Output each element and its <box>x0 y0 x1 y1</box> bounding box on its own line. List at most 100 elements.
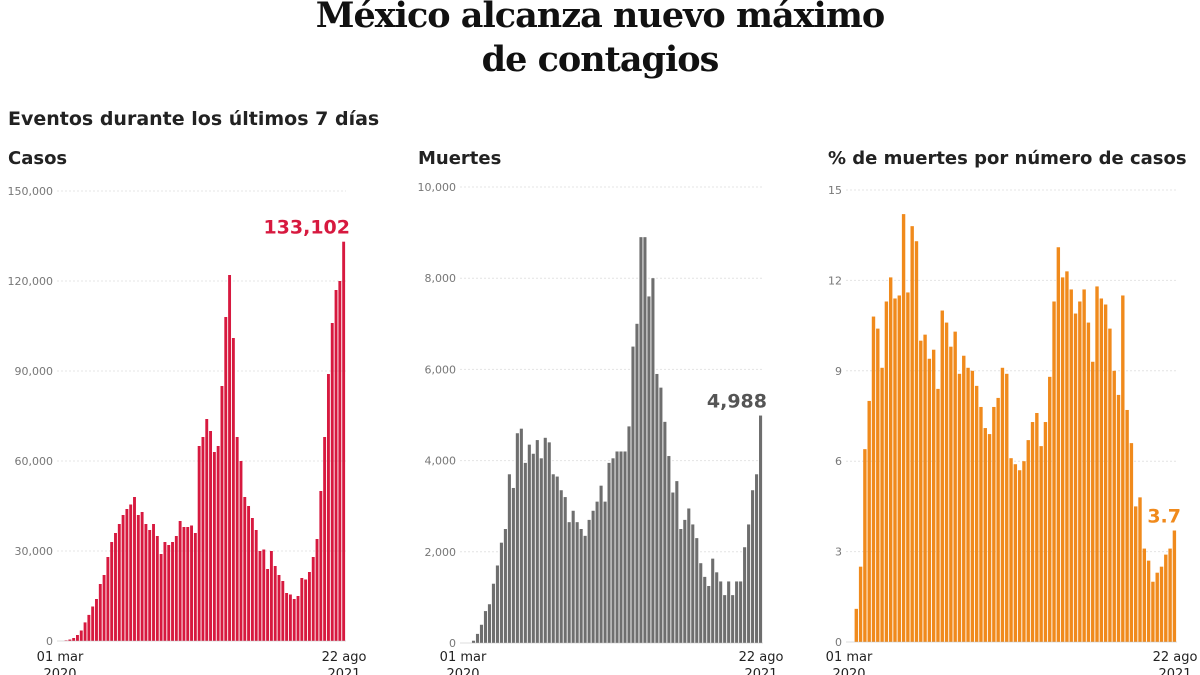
bar <box>953 331 957 642</box>
bar <box>330 323 334 641</box>
bar <box>919 340 923 642</box>
bar <box>619 451 623 643</box>
bar <box>1082 289 1086 642</box>
bar <box>1108 328 1112 642</box>
bar <box>277 575 281 641</box>
bar <box>228 275 232 641</box>
bar <box>858 566 863 642</box>
bar <box>631 346 635 643</box>
bar <box>178 521 182 641</box>
bar <box>715 572 719 643</box>
bar <box>667 456 671 643</box>
bar <box>987 434 992 642</box>
bar <box>1159 566 1164 642</box>
bar <box>1030 422 1035 642</box>
bar <box>220 386 224 641</box>
bar <box>91 606 95 641</box>
bar <box>98 584 102 641</box>
bar <box>1164 554 1168 642</box>
bar <box>1172 530 1177 642</box>
bar <box>266 569 270 641</box>
bar <box>300 578 304 641</box>
bar <box>647 296 651 643</box>
panel-title: Casos <box>8 148 67 169</box>
bar <box>281 581 285 641</box>
bar <box>1134 506 1138 642</box>
bar <box>499 542 503 643</box>
bar <box>117 524 121 641</box>
bar <box>627 426 631 643</box>
bar <box>571 510 575 643</box>
bar <box>511 487 515 643</box>
bar <box>471 640 476 643</box>
bar <box>152 524 155 641</box>
bar <box>910 226 914 642</box>
bar <box>880 367 884 642</box>
bar <box>1112 370 1116 642</box>
bar <box>1142 548 1147 642</box>
bar <box>719 581 723 643</box>
chart-panel-1: Muertes 0 2,000 4,000 6,000 8,000 10,000 4,988 0… <box>418 148 784 675</box>
bar <box>1043 422 1048 642</box>
bar <box>1060 277 1065 642</box>
bar <box>110 542 114 641</box>
bar <box>201 437 205 641</box>
bar <box>731 595 735 643</box>
bar <box>163 542 167 641</box>
last-value-label: 3.7 <box>1147 506 1181 528</box>
bar <box>1099 298 1104 642</box>
y-tick-label: 12 <box>828 274 842 287</box>
bar <box>311 557 315 641</box>
bar <box>1078 301 1082 642</box>
bar <box>342 241 346 641</box>
bar <box>587 519 591 643</box>
bar <box>927 358 932 642</box>
y-tick-label: 60,000 <box>15 455 54 468</box>
title-line-2: de contagios <box>481 39 720 80</box>
x-start-year: 2020 <box>43 667 76 675</box>
bar <box>854 608 858 642</box>
bar <box>487 604 491 643</box>
bar <box>901 214 906 643</box>
y-tick-label: 150,000 <box>8 185 54 198</box>
bar <box>547 442 551 643</box>
bar <box>884 301 889 642</box>
title-line-1: México alcanza nuevo máximo <box>315 0 885 36</box>
bar <box>483 611 488 643</box>
x-end-year: 2021 <box>744 667 777 675</box>
bar <box>479 624 484 643</box>
chart-subtitle: Eventos durante los últimos 7 días <box>8 108 380 130</box>
bar <box>102 575 106 641</box>
bar <box>974 385 979 642</box>
bar <box>607 462 611 643</box>
bar <box>72 638 76 641</box>
bar <box>739 581 743 643</box>
bar <box>334 290 338 641</box>
panel-title: Muertes <box>418 148 501 169</box>
bar <box>507 474 511 643</box>
bar <box>531 453 535 643</box>
bar <box>319 491 323 641</box>
x-start-label: 01 mar <box>826 650 873 665</box>
x-start-year: 2020 <box>446 667 479 675</box>
bar <box>979 406 983 642</box>
bar <box>144 524 148 641</box>
bar <box>315 539 319 641</box>
bar <box>679 529 683 643</box>
panel-title: % de muertes por número de casos <box>828 148 1187 169</box>
bar <box>747 524 751 643</box>
y-tick-label: 15 <box>828 184 842 197</box>
bar <box>897 295 901 642</box>
bar <box>133 497 136 641</box>
bar <box>567 522 571 643</box>
bar <box>1052 301 1056 642</box>
y-tick-label: 120,000 <box>8 275 54 288</box>
bar <box>711 558 715 643</box>
bar <box>876 328 880 642</box>
bar <box>247 506 251 641</box>
bar <box>871 316 876 642</box>
bar <box>159 554 163 641</box>
bar <box>235 437 239 641</box>
bar <box>699 563 703 643</box>
x-end-label: 22 ago <box>739 650 784 665</box>
